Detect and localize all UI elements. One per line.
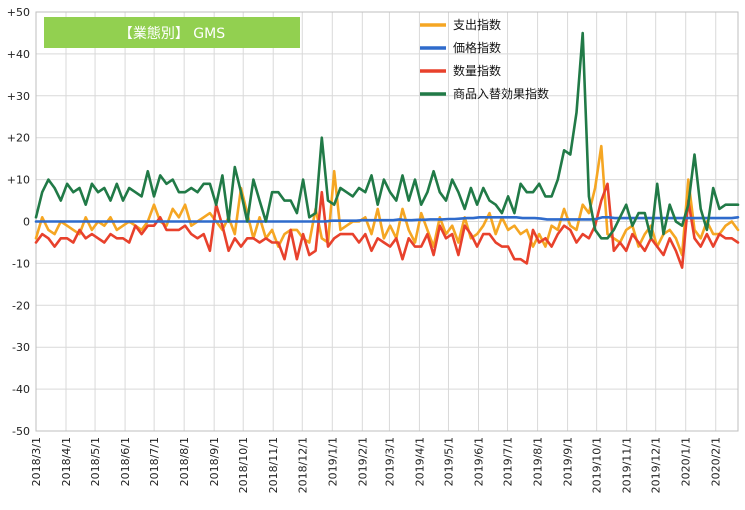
x-tick-label: 2019/9/1 [562,437,575,486]
x-tick-label: 2018/9/1 [208,437,221,486]
series-lines [34,31,740,269]
x-axis: 2018/3/1 2018/4/1 2018/5/1 2018/6/1 2018/7/1… [30,437,723,493]
series-line-1 [34,144,740,257]
y-tick-label: -20 [12,299,30,312]
x-tick-label: 2019/10/1 [591,437,604,493]
y-tick-label: +20 [7,132,30,145]
x-tick-label: 2019/4/1 [413,437,426,486]
x-tick-label: 2019/7/1 [502,437,515,486]
x-tick-label: 2018/4/1 [60,437,73,486]
y-axis: +50 +40 +30 +20 +10 0 -10 -20 -30 -40 -50 [7,6,30,438]
y-tick-label: +30 [7,90,30,103]
legend-label: 支出指数 [453,17,501,32]
x-tick-label: 2019/1/1 [326,437,339,486]
x-tick-label: 2019/2/1 [356,437,369,486]
x-tick-label: 2020/1/1 [680,437,693,486]
legend-label: 数量指数 [453,63,501,78]
y-tick-label: -10 [12,257,30,270]
x-tick-label: 2019/5/1 [442,437,455,486]
series-line-4 [34,31,740,240]
chart-title: 【業態別】 GMS [119,26,225,42]
x-tick-label: 2019/11/1 [621,437,634,493]
series-line-3 [34,182,740,269]
y-tick-label: -40 [12,383,30,396]
title-background [44,17,300,48]
legend-label: 価格指数 [453,40,501,55]
x-tick-label: 2019/3/1 [383,437,396,486]
legend-label: 商品入替効果指数 [453,86,549,101]
x-tick-label: 2019/6/1 [473,437,486,486]
x-tick-label: 2018/11/1 [267,437,280,493]
x-tick-label: 2019/12/1 [650,437,663,493]
x-tick-label: 2018/8/1 [178,437,191,486]
y-tick-label: -50 [12,425,30,438]
x-tick-label: 2020/2/1 [710,437,723,486]
y-tick-label: +40 [7,48,30,61]
x-tick-label: 2018/3/1 [30,437,43,486]
x-tick-label: 2019/8/1 [532,437,545,486]
x-tick-label: 2018/5/1 [89,437,102,486]
x-tick-label: 2018/10/1 [237,437,250,493]
y-tick-label: +50 [7,6,30,19]
y-tick-label: -30 [12,341,30,354]
y-tick-label: 0 [23,216,30,229]
x-tick-label: 2018/6/1 [119,437,132,486]
x-tick-label: 2018/12/1 [296,437,309,493]
y-tick-label: +10 [7,174,30,187]
chart-title-box: 【業態別】 GMS [44,17,300,48]
x-tick-label: 2018/7/1 [148,437,161,486]
